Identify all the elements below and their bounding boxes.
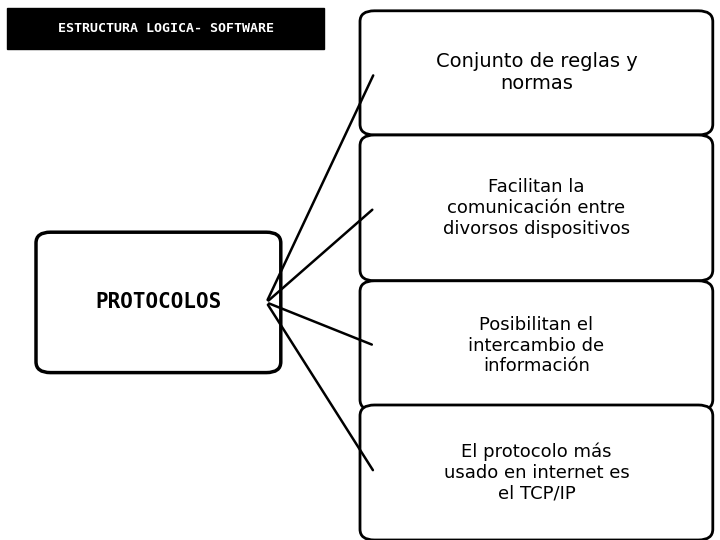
FancyBboxPatch shape [36,232,281,373]
FancyBboxPatch shape [360,281,713,410]
FancyBboxPatch shape [360,135,713,281]
Text: ESTRUCTURA LOGICA- SOFTWARE: ESTRUCTURA LOGICA- SOFTWARE [58,22,274,35]
FancyBboxPatch shape [360,405,713,540]
Text: Conjunto de reglas y
normas: Conjunto de reglas y normas [436,52,637,93]
Text: Posibilitan el
intercambio de
información: Posibilitan el intercambio de informació… [468,316,605,375]
Text: PROTOCOLOS: PROTOCOLOS [95,292,222,313]
Text: Facilitan la
comunicación entre
divorsos dispositivos: Facilitan la comunicación entre divorsos… [443,178,630,238]
Text: El protocolo más
usado en internet es
el TCP/IP: El protocolo más usado en internet es el… [444,442,629,503]
FancyBboxPatch shape [360,11,713,135]
FancyBboxPatch shape [7,8,324,49]
